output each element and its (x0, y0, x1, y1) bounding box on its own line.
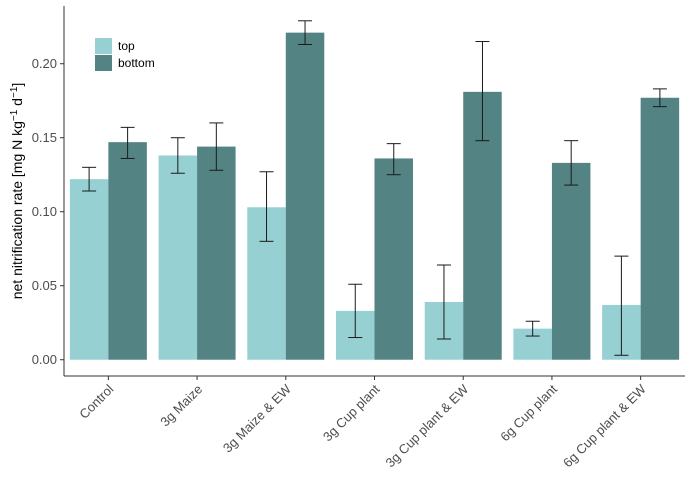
error-bar-bottom-control (120, 126, 135, 159)
bar-bottom-6g-cup-plant (551, 162, 591, 360)
y-axis-title: net nitrification rate [mg N kg−1 d−1] (9, 83, 26, 300)
bar-bottom-6g-cup-plant-and-ew (640, 97, 680, 360)
error-bar-bottom-3g-maize (209, 122, 224, 171)
bar-top-3g-maize (158, 155, 198, 360)
bar-bottom-3g-cup-plant (374, 158, 413, 360)
y-tick-label: 0.00 (32, 352, 57, 367)
y-tick-label: 0.05 (32, 278, 57, 293)
error-bar-bottom-6g-cup-plant-and-ew (652, 88, 667, 108)
legend-label-top: top (118, 39, 135, 53)
legend-swatch-bottom (95, 55, 112, 71)
error-bar-top-3g-maize-and-ew (259, 171, 274, 242)
error-bar-top-6g-cup-plant (525, 320, 540, 337)
error-bar-top-3g-maize (170, 137, 185, 174)
bar-bottom-3g-maize-and-ew (285, 32, 325, 360)
y-axis-title-end: ] (9, 83, 25, 87)
y-axis-title-main: net nitrification rate [mg N kg (9, 121, 25, 299)
bar-bottom-3g-maize (197, 146, 236, 360)
bar-bottom-control (108, 142, 147, 360)
y-tick-label: 0.15 (32, 130, 57, 145)
y-tick-label: 0.10 (32, 204, 57, 219)
error-bar-bottom-6g-cup-plant (564, 140, 579, 186)
error-bar-top-6g-cup-plant-and-ew (614, 255, 629, 356)
legend-label-bottom: bottom (118, 56, 155, 70)
y-axis-title-mid: d (9, 98, 25, 110)
legend-swatch-top (95, 38, 112, 54)
error-bar-bottom-3g-cup-plant-and-ew (475, 41, 490, 142)
legend: top bottom (95, 38, 155, 71)
error-bar-bottom-3g-maize-and-ew (298, 20, 313, 45)
y-tick-label: 0.20 (32, 56, 57, 71)
error-bar-top-3g-cup-plant (348, 283, 363, 339)
error-bar-bottom-3g-cup-plant (386, 143, 401, 176)
y-ticks-layer: 0.00 0.05 0.10 0.15 0.20 (32, 56, 64, 367)
y-axis-title-sup1: −1 (9, 109, 20, 121)
error-bar-top-3g-cup-plant-and-ew (436, 264, 451, 340)
bars-layer (69, 32, 680, 360)
bar-top-control (69, 179, 109, 360)
error-bar-top-control (82, 166, 97, 192)
error-bars-layer (82, 20, 667, 356)
y-axis-title-sup2: −1 (9, 86, 20, 98)
